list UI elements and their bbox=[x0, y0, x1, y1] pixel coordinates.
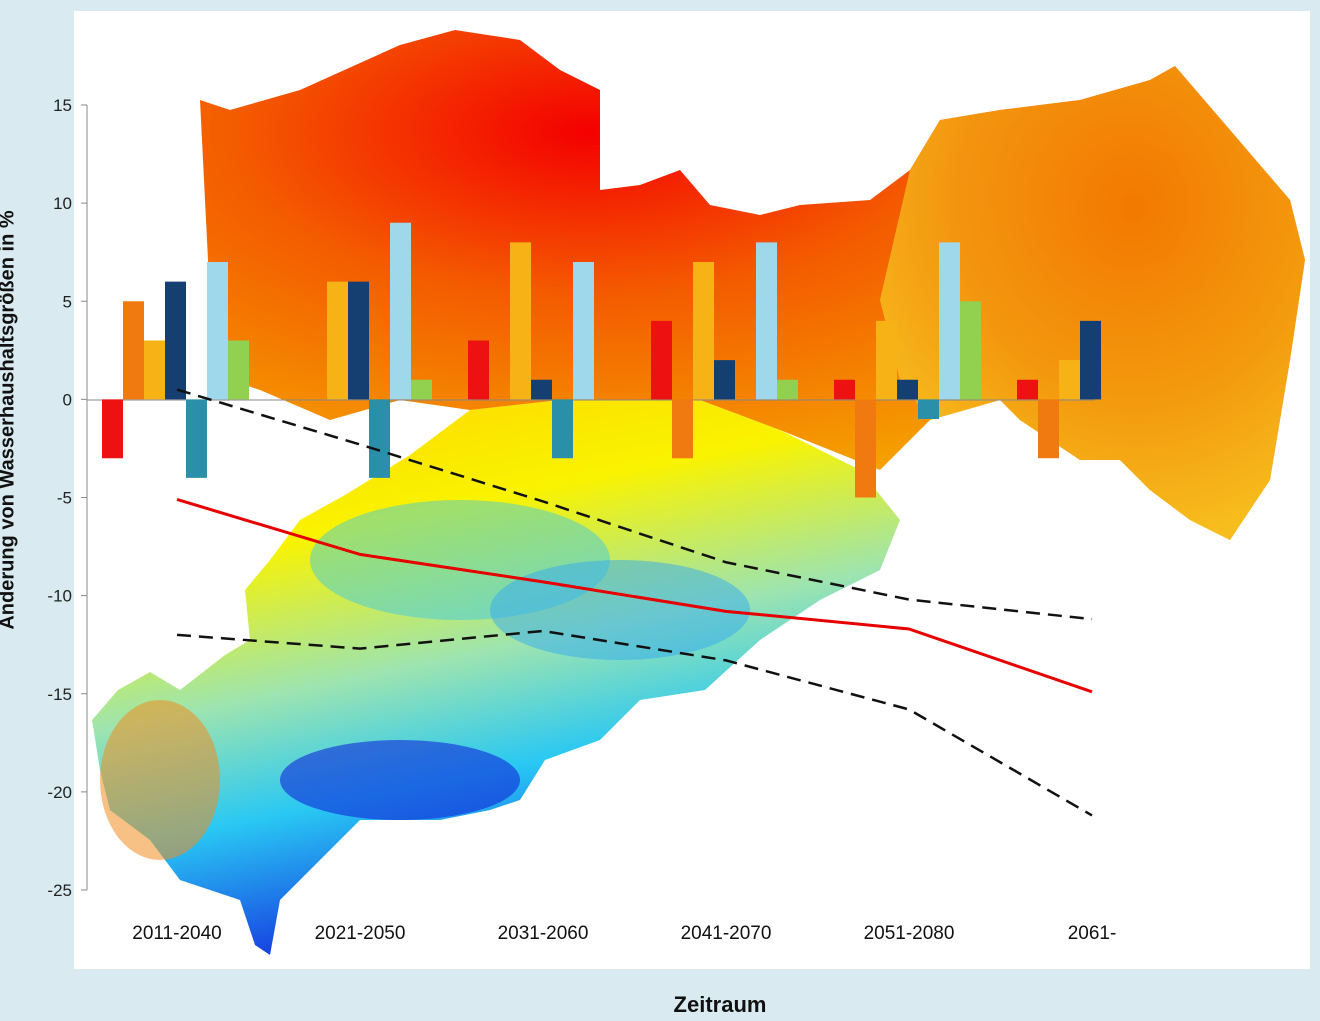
y-tick-label: 0 bbox=[63, 390, 72, 409]
y-tick-label: 15 bbox=[53, 96, 72, 115]
y-tick-label: -5 bbox=[57, 489, 72, 508]
bar bbox=[714, 360, 735, 400]
x-tick-label: 2051-2080 bbox=[864, 923, 955, 944]
bar bbox=[123, 301, 144, 400]
trend-lines bbox=[176, 388, 1093, 817]
bar bbox=[960, 301, 981, 400]
x-axis-title: Zeitraum bbox=[673, 992, 767, 1017]
y-tick-label: -25 bbox=[47, 881, 72, 900]
y-tick-label: 10 bbox=[53, 194, 72, 213]
saxony-map-image bbox=[92, 30, 1305, 955]
bar bbox=[1080, 320, 1101, 400]
bar bbox=[756, 242, 777, 400]
x-tick-label: 2041-2070 bbox=[681, 923, 772, 944]
bar bbox=[186, 399, 207, 478]
bar bbox=[510, 242, 531, 400]
y-tick-label: 5 bbox=[63, 292, 72, 311]
bar bbox=[144, 340, 165, 400]
x-tick-label: 2021-2050 bbox=[315, 923, 406, 944]
bar bbox=[834, 379, 855, 400]
bar bbox=[207, 262, 228, 400]
x-tick-label: 2061- bbox=[1068, 923, 1117, 944]
bars bbox=[102, 222, 1101, 498]
bar bbox=[552, 399, 573, 459]
bar bbox=[369, 399, 390, 478]
mean-line bbox=[176, 498, 1093, 694]
bar bbox=[573, 262, 594, 400]
y-tick-label: -20 bbox=[47, 783, 72, 802]
x-ticks: 2011-2040 2021-2050 2031-2060 2041-2070 2051… bbox=[132, 923, 1116, 944]
bar bbox=[348, 281, 369, 400]
bar bbox=[228, 340, 249, 400]
bar bbox=[1038, 399, 1059, 459]
bar bbox=[1017, 379, 1038, 400]
range-line bbox=[176, 629, 1093, 817]
bar bbox=[390, 222, 411, 400]
bar bbox=[165, 281, 186, 400]
bar bbox=[897, 379, 918, 400]
y-tick-label: -10 bbox=[47, 587, 72, 606]
bar bbox=[327, 281, 348, 400]
bar bbox=[531, 379, 552, 400]
bar bbox=[777, 379, 798, 400]
bar bbox=[411, 379, 432, 400]
x-tick-label: 2031-2060 bbox=[498, 923, 589, 944]
bar bbox=[651, 320, 672, 400]
y-ticks: 15 10 5 0 -5 -10 -15 -20 -25 bbox=[47, 96, 87, 900]
bar bbox=[939, 242, 960, 400]
bar bbox=[918, 399, 939, 419]
y-tick-label: -15 bbox=[47, 685, 72, 704]
bar bbox=[102, 399, 123, 459]
bar bbox=[468, 340, 489, 400]
range-line bbox=[176, 388, 1093, 621]
bar bbox=[876, 320, 897, 400]
bar bbox=[855, 399, 876, 498]
bar bbox=[672, 399, 693, 459]
bar bbox=[693, 262, 714, 400]
x-tick-label: 2011-2040 bbox=[132, 923, 221, 944]
bar bbox=[1059, 360, 1080, 400]
